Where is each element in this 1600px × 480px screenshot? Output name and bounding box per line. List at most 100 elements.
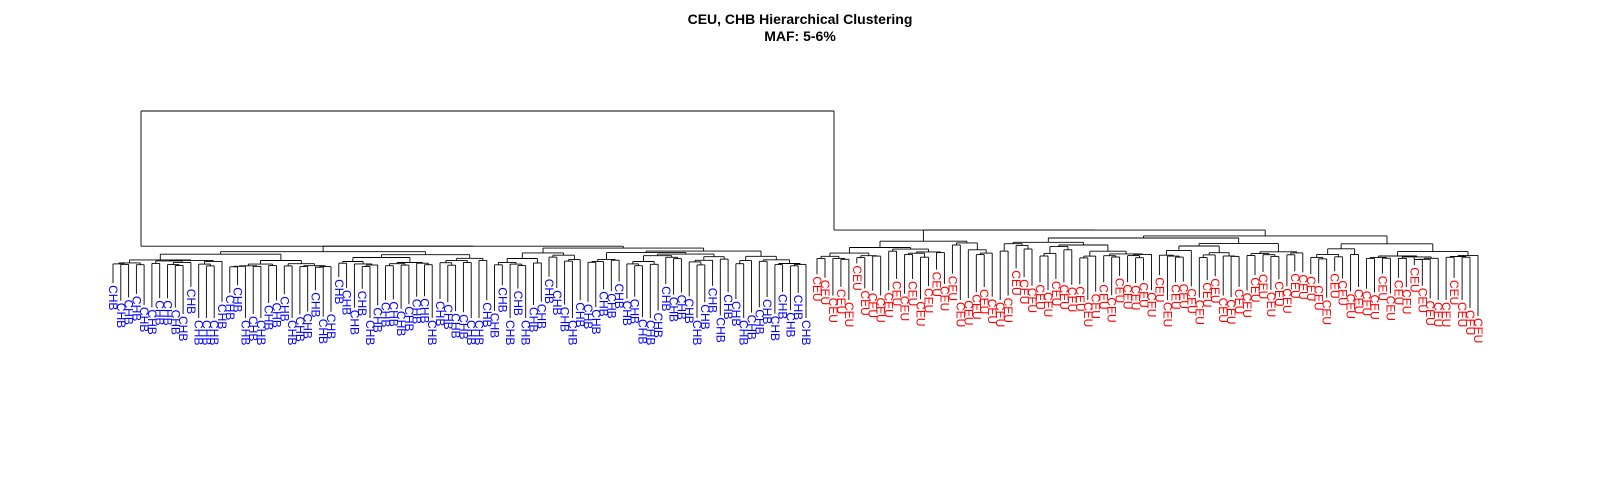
leaf-label: CHB <box>636 319 650 344</box>
leaf-label: CEU <box>1176 284 1190 309</box>
leaf-label: CHB <box>597 291 611 316</box>
leaf-label: CHB <box>783 312 797 337</box>
leaf-label: CHB <box>737 320 751 345</box>
leaf-label: CEU <box>914 301 928 326</box>
leaf-label: CEU <box>1089 294 1103 319</box>
leaf-label: CHB <box>464 320 478 345</box>
leaf-label: CEU <box>1439 302 1453 327</box>
leaf-label: CHB <box>168 310 182 335</box>
leaf-label: CHB <box>659 286 673 311</box>
leaf-label: CHB <box>488 313 502 338</box>
leaf-label: CEU <box>1296 274 1310 299</box>
leaf-label: CHB <box>137 307 151 332</box>
leaf-label: CEU <box>1145 292 1159 317</box>
leaf-label: CEU <box>1152 277 1166 302</box>
leaf-label: CHB <box>355 291 369 316</box>
leaf-label: CEU <box>922 288 936 313</box>
leaf-label: CEU <box>898 296 912 321</box>
leaf-label: CHB <box>721 294 735 319</box>
leaf-label: CEU <box>953 302 967 327</box>
leaf-label: CEU <box>1192 300 1206 325</box>
leaf-label: CHB <box>114 303 128 328</box>
leaf-label: CEU <box>1344 294 1358 319</box>
leaf-label: CHB <box>503 320 517 345</box>
leaf-label: CEU <box>1009 270 1023 295</box>
leaf-label: CEU <box>1383 296 1397 321</box>
leaf-label: CHB <box>254 320 268 345</box>
leaf-label: CEU <box>1280 288 1294 313</box>
leaf-label: CHB <box>145 309 159 334</box>
leaf-label: CEU <box>1001 298 1015 323</box>
leaf-label: CEU <box>1232 289 1246 314</box>
leaf-label: CEU <box>1129 285 1143 310</box>
leaf-label: CEU <box>1248 277 1262 302</box>
leaf-label: CEU <box>850 265 864 290</box>
leaf-label: CHB <box>199 320 213 345</box>
leaf-label: CHB <box>161 300 175 325</box>
leaf-label: CEU <box>826 298 840 323</box>
leaf-label: CHB <box>534 304 548 329</box>
leaf-label: CHB <box>565 320 579 345</box>
leaf-label: CHB <box>129 296 143 321</box>
leaf-label: CEU <box>1375 276 1389 301</box>
leaf-label: CEU <box>1328 273 1342 298</box>
leaf-label: CHB <box>589 309 603 334</box>
leaf-label: CHB <box>760 299 774 324</box>
leaf-label: CHB <box>511 291 525 316</box>
leaf-label: CEU <box>1017 279 1031 304</box>
leaf-label: CHB <box>176 316 190 341</box>
leaf-label: CEU <box>1352 289 1366 314</box>
leaf-label: CHB <box>184 289 198 314</box>
leaf-label: CHB <box>238 320 252 345</box>
leaf-label: CHB <box>363 320 377 345</box>
leaf-label: CEU <box>1097 284 1111 309</box>
leaf-label: CEU <box>1455 302 1469 327</box>
leaf-label: CHB <box>308 292 322 317</box>
leaf-label: CEU <box>1049 281 1063 306</box>
leaf-label: CHB <box>667 297 681 322</box>
leaf-label: CEU <box>1057 285 1071 310</box>
leaf-label: CHB <box>122 300 136 325</box>
leaf-label: CHB <box>371 307 385 332</box>
leaf-label: CHB <box>410 299 424 324</box>
leaf-label: CHB <box>332 279 346 304</box>
leaf-label: CHB <box>285 320 299 345</box>
leaf-label: CEU <box>1360 291 1374 316</box>
leaf-label: CEU <box>1113 278 1127 303</box>
leaf-label: CHB <box>799 320 813 345</box>
leaf-label: CHB <box>246 316 260 341</box>
leaf-label: CEU <box>961 300 975 325</box>
leaf-label: CEU <box>1415 288 1429 313</box>
leaf-label: CHB <box>581 304 595 329</box>
leaf-label: CEU <box>1288 273 1302 298</box>
leaf-label: CEU <box>1160 302 1174 327</box>
leaf-label: CEU <box>890 281 904 306</box>
leaf-label: CHB <box>379 302 393 327</box>
leaf-label: CHB <box>643 320 657 345</box>
leaf-label: CHB <box>340 290 354 315</box>
leaf-label: CHB <box>231 287 245 312</box>
leaf-label: CEU <box>1041 292 1055 317</box>
leaf-label: CHB <box>480 302 494 327</box>
leaf-label: CEU <box>1391 280 1405 305</box>
leaf-label: CEU <box>1184 288 1198 313</box>
leaf-label: CHB <box>270 303 284 328</box>
leaf-label: CEU <box>818 280 832 305</box>
leaf-label: CEU <box>874 298 888 323</box>
leaf-label: CEU <box>1463 310 1477 335</box>
leaf-label: CEU <box>1256 274 1270 299</box>
leaf-label: CEU <box>1073 286 1087 311</box>
leaf-label: CEU <box>1399 289 1413 314</box>
leaf-label: CHB <box>768 316 782 341</box>
leaf-label: CHB <box>386 301 400 326</box>
leaf-label: CEU <box>993 302 1007 327</box>
leaf-label: CHB <box>729 301 743 326</box>
leaf-label: CEU <box>1407 267 1421 292</box>
leaf-label: CEU <box>937 286 951 311</box>
leaf-label: CEU <box>1471 318 1485 343</box>
leaf-label: CHB <box>495 287 509 312</box>
leaf-label: CHB <box>301 314 315 339</box>
leaf-label: CEU <box>1224 299 1238 324</box>
leaf-label: CHB <box>745 315 759 340</box>
leaf-label: CHB <box>752 309 766 334</box>
